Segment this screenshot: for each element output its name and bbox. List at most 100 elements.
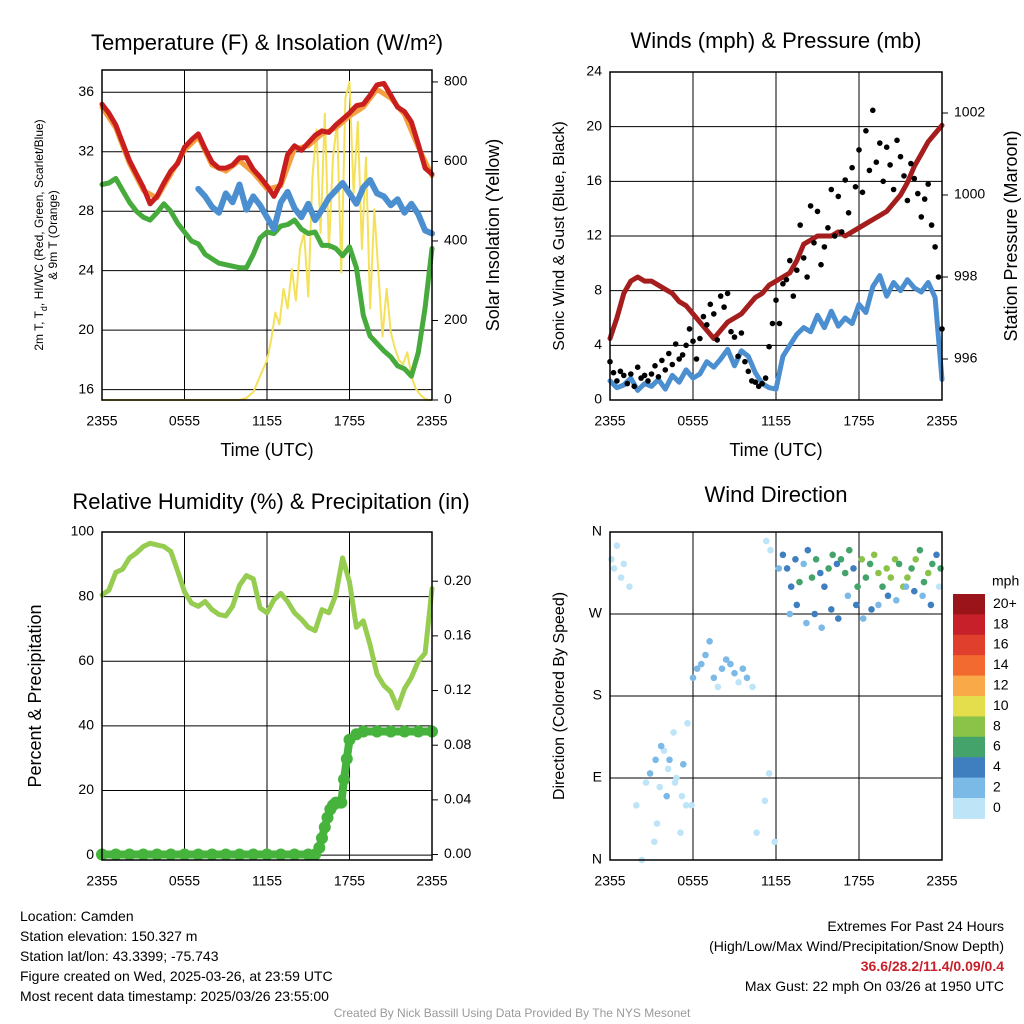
legend-label: 4 — [993, 758, 1001, 774]
gust-point — [828, 186, 835, 193]
wind-direction-point — [656, 783, 664, 791]
wind-direction-point — [710, 674, 718, 682]
wind-direction-point — [779, 551, 787, 559]
x-tick-label: 2355 — [86, 873, 117, 889]
wind-direction-point — [792, 556, 799, 563]
wind-direction-point — [833, 560, 841, 568]
wind-direction-point — [767, 546, 774, 554]
gust-point — [887, 162, 893, 168]
wind-direction-point — [617, 574, 625, 581]
y-tick-label: 12 — [586, 227, 602, 243]
y-tick-label: S — [593, 687, 602, 703]
precip-point — [109, 848, 122, 861]
wind-direction-point — [753, 829, 760, 836]
legend-label: 16 — [993, 636, 1009, 652]
wind-direction-point — [875, 569, 882, 577]
y2-tick-label: 0.00 — [444, 845, 471, 861]
x-tick-label: 2355 — [926, 413, 957, 429]
gust-point — [634, 364, 641, 371]
x-axis-label: Time (UTC) — [220, 440, 313, 460]
wind-direction-point — [858, 556, 866, 563]
wind-direction-point — [646, 770, 654, 777]
gust-point — [614, 378, 620, 384]
wind-direction-point — [653, 820, 661, 827]
y-axis-label-part: , HI/WC (Red, Green, Scarlet/Blue) — [32, 119, 46, 306]
wind-direction-point — [868, 606, 875, 613]
wind-direction-point — [884, 592, 892, 600]
wind-direction-point — [731, 669, 738, 677]
gust-point — [766, 343, 772, 350]
wind-direction-point — [937, 565, 944, 572]
gust-point — [697, 335, 703, 342]
gust-point — [800, 255, 807, 261]
gust-point — [641, 372, 648, 379]
gust-point — [911, 175, 918, 182]
gust-point — [932, 244, 938, 250]
gust-point — [928, 222, 935, 228]
wind-direction-point — [811, 610, 818, 618]
wind-direction-point — [829, 551, 836, 559]
legend-label: 8 — [993, 717, 1001, 733]
precip-point — [357, 725, 370, 738]
y-axis-label-left-line2: & 9m T (Orange) — [46, 190, 60, 280]
wind-direction-point — [735, 679, 742, 686]
wind-direction-point — [786, 610, 794, 618]
gust-point — [707, 301, 714, 308]
wind-direction-point — [887, 574, 895, 581]
gust-point — [825, 225, 831, 231]
wind-direction-point — [852, 601, 860, 609]
extremes-values: 36.6/28.2/11.4/0.09/0.4 — [860, 958, 1004, 974]
legend-swatch — [953, 757, 985, 779]
wind-direction-point — [763, 537, 770, 545]
gust-point — [783, 276, 790, 283]
sonic-wind-line — [607, 273, 945, 393]
wind-direction-point — [749, 683, 756, 691]
wind-direction-point — [722, 656, 730, 663]
x-tick-label: 0555 — [677, 873, 708, 889]
rh-line — [99, 540, 435, 711]
wind-direction-point — [812, 556, 820, 563]
legend-label: 0 — [993, 799, 1001, 815]
y2-tick-label: 400 — [444, 232, 468, 248]
y-tick-label: 80 — [78, 587, 94, 603]
gust-point — [762, 375, 769, 381]
wind-direction-point — [911, 587, 918, 595]
legend-swatch — [953, 736, 985, 758]
wind-direction-point — [608, 556, 615, 563]
wind-direction-point — [821, 583, 828, 590]
wind-direction-point — [912, 556, 919, 563]
gust-point — [735, 353, 741, 360]
wind-direction-point — [835, 615, 842, 622]
precip-point — [338, 773, 350, 786]
precip-point — [206, 848, 218, 861]
wind-direction-point — [850, 565, 857, 572]
y2-tick-label: 0.04 — [444, 791, 471, 807]
max-gust: Max Gust: 22 mph On 03/26 at 1950 UTC — [744, 978, 1004, 994]
wind-direction-point — [935, 583, 943, 590]
y2-tick-label: 200 — [444, 311, 468, 327]
x-tick-label: 1155 — [761, 413, 791, 429]
x-tick-label: 1755 — [334, 873, 365, 889]
legend-swatch — [953, 716, 985, 738]
wind-direction-point — [924, 569, 932, 577]
wind-direction-point — [743, 674, 751, 682]
gust-point — [787, 257, 793, 264]
gust-point — [714, 337, 720, 343]
gust-point — [659, 357, 665, 364]
plot-frame — [609, 531, 943, 861]
gust-point — [683, 342, 689, 349]
gust-point — [666, 350, 672, 357]
gust-point — [794, 267, 800, 274]
gust-point — [873, 159, 880, 165]
wind-direction-point — [633, 802, 640, 809]
extremes-subtitle: (High/Low/Max Wind/Precipitation/Snow De… — [709, 938, 1004, 954]
wind-direction-point — [800, 560, 807, 568]
precip-point — [313, 841, 326, 854]
gust-point — [804, 274, 810, 280]
gust-point — [655, 374, 662, 380]
wind-direction-point — [787, 583, 795, 590]
precip-point — [219, 848, 232, 861]
y-axis-label-part: 2m T, T — [32, 310, 46, 350]
gust-point — [838, 229, 845, 235]
